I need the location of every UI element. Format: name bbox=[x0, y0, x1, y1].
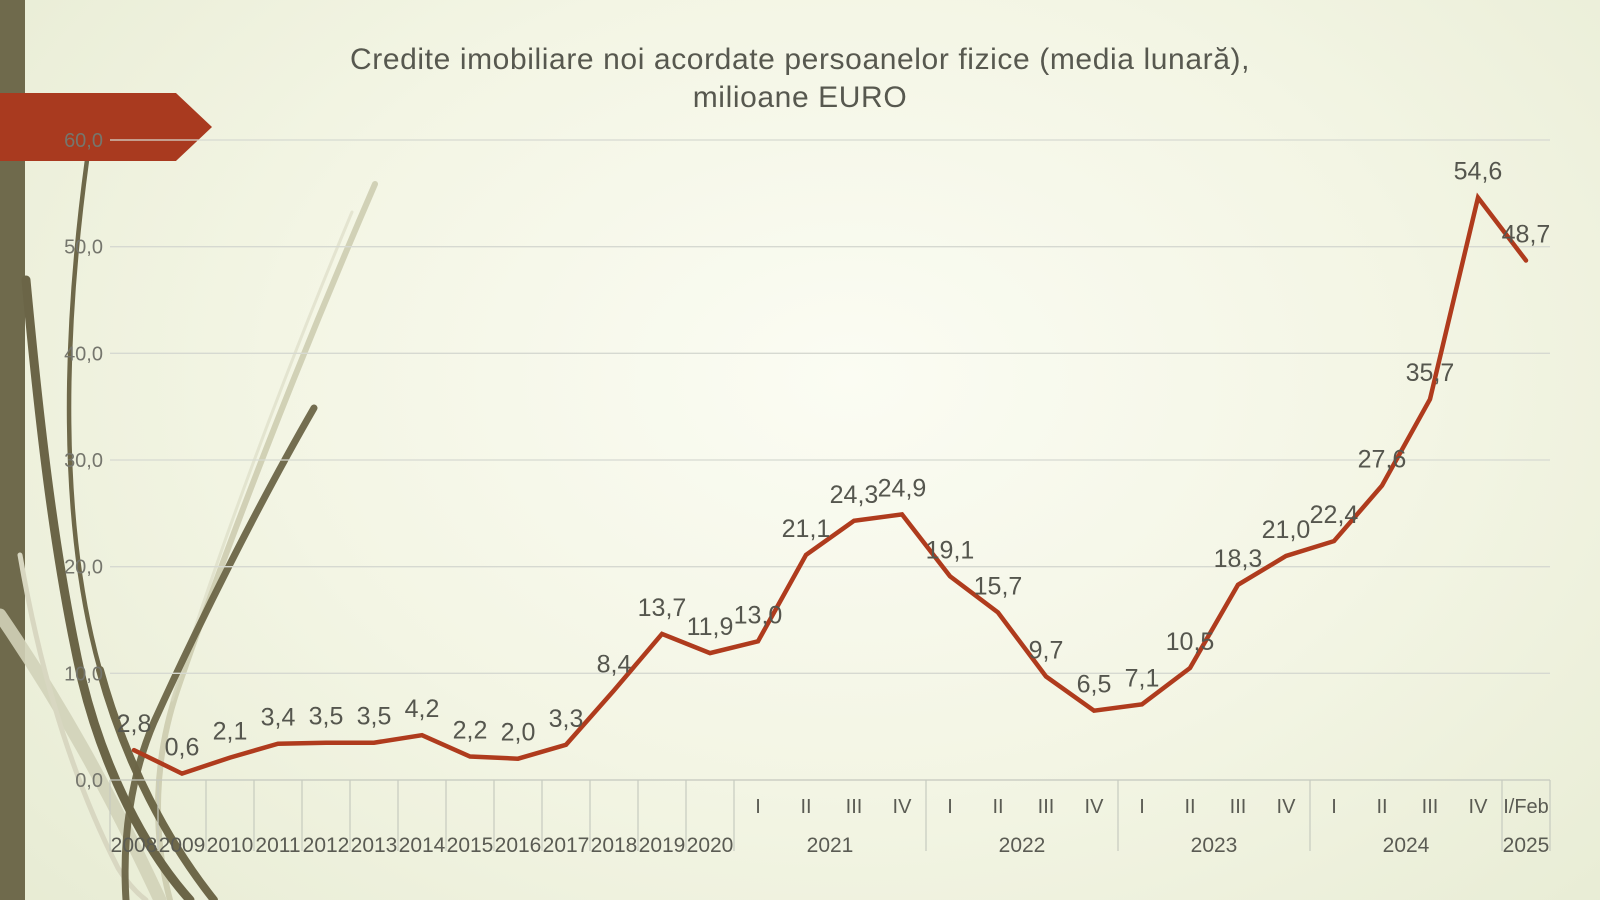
data-point-label: 10,5 bbox=[1166, 628, 1215, 656]
data-point-label: 13,7 bbox=[638, 594, 687, 622]
data-point-label: 19,1 bbox=[926, 536, 975, 564]
accent-arrow-shape bbox=[0, 93, 212, 161]
x-axis-group-year-label: 2025 bbox=[1503, 834, 1550, 857]
x-axis-year-label: 2008 bbox=[111, 834, 158, 857]
data-point-label: 24,9 bbox=[878, 474, 927, 502]
y-axis-tick-label: 40,0 bbox=[64, 343, 103, 365]
x-axis-quarter-label: III bbox=[1230, 796, 1247, 818]
data-point-label: 2,2 bbox=[453, 717, 488, 745]
x-axis-quarter-label: III bbox=[846, 796, 863, 818]
y-axis-tick-label: 30,0 bbox=[64, 450, 103, 472]
x-axis-quarter-label: IV bbox=[1085, 796, 1105, 818]
data-point-label: 22,4 bbox=[1310, 501, 1359, 529]
x-axis-quarter-label: I bbox=[755, 796, 761, 818]
title-line-1: Credite imobiliare noi acordate persoane… bbox=[349, 43, 1251, 76]
data-point-label: 2,1 bbox=[213, 718, 248, 746]
data-point-label: 3,5 bbox=[357, 703, 392, 731]
x-axis-year-label: 2020 bbox=[687, 834, 734, 857]
x-axis-year-label: 2015 bbox=[447, 834, 494, 857]
data-point-label: 48,7 bbox=[1502, 221, 1551, 249]
data-point-label: 7,1 bbox=[1125, 664, 1160, 692]
data-point-label: 54,6 bbox=[1454, 158, 1503, 186]
x-axis-quarter-label: II bbox=[1376, 796, 1387, 818]
data-point-label: 21,1 bbox=[782, 515, 831, 543]
x-axis-quarter-label: IV bbox=[1277, 796, 1297, 818]
x-axis-group-year-label: 2022 bbox=[999, 834, 1046, 857]
x-axis-year-label: 2011 bbox=[255, 834, 300, 857]
y-axis-tick-label: 20,0 bbox=[64, 557, 103, 579]
data-point-label: 18,3 bbox=[1214, 545, 1263, 573]
x-axis-year-label: 2014 bbox=[399, 834, 446, 857]
y-axis-tick-label: 0,0 bbox=[75, 770, 103, 792]
y-axis-tick-label: 50,0 bbox=[64, 237, 103, 259]
data-point-label: 3,4 bbox=[261, 704, 296, 732]
data-point-label: 0,6 bbox=[165, 734, 200, 762]
x-axis-year-label: 2017 bbox=[543, 834, 590, 857]
data-point-label: 3,3 bbox=[549, 705, 584, 733]
x-axis-quarter-label: IV bbox=[893, 796, 913, 818]
x-axis-quarter-label: III bbox=[1422, 796, 1439, 818]
slide-title: Credite imobiliare noi acordate persoane… bbox=[0, 41, 1600, 117]
x-axis-year-label: 2013 bbox=[351, 834, 398, 857]
x-axis-group-year-label: 2023 bbox=[1191, 834, 1238, 857]
data-point-label: 3,5 bbox=[309, 703, 344, 731]
x-axis-quarter-label: I bbox=[947, 796, 953, 818]
data-point-label: 15,7 bbox=[974, 573, 1023, 601]
x-axis-year-label: 2018 bbox=[591, 834, 638, 857]
x-axis-quarter-label: III bbox=[1038, 796, 1055, 818]
x-axis-year-label: 2016 bbox=[495, 834, 542, 857]
title-line-2: milioane EURO bbox=[692, 81, 908, 114]
data-point-label: 35,7 bbox=[1406, 359, 1455, 387]
x-axis-year-label: 2010 bbox=[207, 834, 254, 857]
x-axis-quarter-label: I bbox=[1139, 796, 1145, 818]
data-point-label: 6,5 bbox=[1077, 671, 1112, 699]
x-axis-group-year-label: 2024 bbox=[1383, 834, 1430, 857]
x-axis-quarter-label: I/Feb bbox=[1503, 796, 1549, 818]
data-point-label: 27,6 bbox=[1358, 446, 1407, 474]
x-axis-quarter-label: IV bbox=[1469, 796, 1489, 818]
x-axis-quarter-label: II bbox=[1184, 796, 1195, 818]
data-point-label: 8,4 bbox=[597, 650, 632, 678]
data-point-label: 2,8 bbox=[117, 710, 152, 738]
data-point-label: 9,7 bbox=[1029, 637, 1064, 665]
data-point-label: 4,2 bbox=[405, 695, 440, 723]
x-axis-group-year-label: 2021 bbox=[807, 834, 854, 857]
data-point-label: 24,3 bbox=[830, 481, 879, 509]
x-axis-year-label: 2012 bbox=[303, 834, 350, 857]
x-axis-quarter-label: II bbox=[992, 796, 1003, 818]
data-line bbox=[131, 192, 1529, 777]
x-axis-year-label: 2009 bbox=[159, 834, 206, 857]
x-axis-quarter-label: II bbox=[800, 796, 811, 818]
data-point-label: 21,0 bbox=[1262, 516, 1311, 544]
y-axis-tick-label: 10,0 bbox=[64, 663, 103, 685]
x-axis-quarter-label: I bbox=[1331, 796, 1337, 818]
data-point-label: 11,9 bbox=[687, 613, 734, 641]
x-axis-year-label: 2019 bbox=[639, 834, 686, 857]
data-point-label: 13,0 bbox=[734, 601, 783, 629]
data-point-label: 2,0 bbox=[501, 719, 536, 747]
y-axis-tick-label: 60,0 bbox=[64, 130, 103, 152]
